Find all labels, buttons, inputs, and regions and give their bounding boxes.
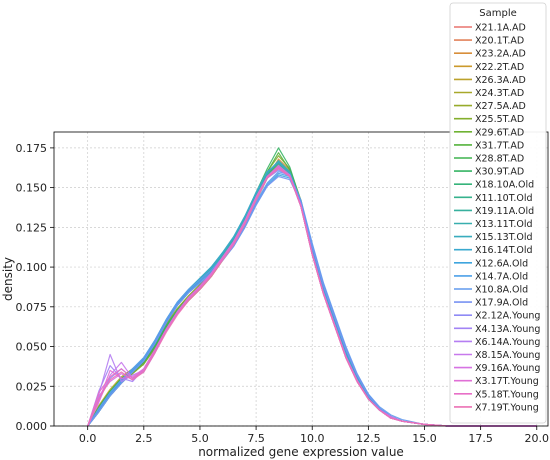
legend-label: X23.2A.AD (475, 49, 526, 60)
legend-label: X19.11A.Old (475, 206, 534, 217)
series-line-X10.8A.Old (87, 171, 537, 427)
legend-label: X9.16A.Young (475, 363, 540, 374)
legend-label: X30.9T.AD (475, 167, 524, 178)
legend-label: X5.18T.Young (475, 389, 539, 400)
x-axis-label: normalized gene expression value (198, 445, 404, 459)
y-tick-label: 0.050 (16, 341, 48, 354)
legend-label: X26.3A.AD (475, 75, 526, 86)
legend-label: X4.13A.Young (475, 324, 540, 335)
legend-label: X24.3T.AD (475, 88, 524, 99)
legend-label: X20.1T.AD (475, 36, 524, 47)
legend-label: X16.14T.Old (475, 245, 533, 256)
x-tick-label: 0.0 (79, 432, 97, 445)
plot-frame (53, 131, 549, 427)
legend-label: X14.7A.Old (475, 271, 528, 282)
x-tick-label: 20.0 (525, 432, 550, 445)
legend: Sample X21.1A.AD X20.1T.AD X23.2A.AD X22.2T… (449, 2, 547, 424)
legend-label: X8.15A.Young (475, 350, 540, 361)
legend-label: X6.14A.Young (475, 337, 540, 348)
legend-label: X12.6A.Old (475, 258, 528, 269)
y-tick-label: 0.150 (16, 182, 48, 195)
y-axis-label: density (1, 257, 15, 301)
x-tick-label: 12.5 (356, 432, 381, 445)
legend-label: X2.12A.Young (475, 311, 540, 322)
legend-label: X25.5T.AD (475, 114, 524, 125)
y-tick-label: 0.075 (16, 301, 48, 314)
y-tick-label: 0.000 (16, 420, 48, 433)
y-tick-label: 0.175 (16, 142, 48, 155)
x-tick-label: 15.0 (412, 432, 437, 445)
legend-label: X11.10T.Old (475, 193, 533, 204)
legend-label: X10.8A.Old (475, 285, 528, 296)
legend-label: X18.10A.Old (475, 180, 534, 191)
legend-box (449, 2, 547, 424)
legend-title: Sample (479, 8, 517, 19)
legend-label: X15.13T.Old (475, 232, 533, 243)
x-tick-label: 10.0 (300, 432, 325, 445)
legend-label: X28.8T.AD (475, 154, 524, 165)
y-tick-label: 0.025 (16, 380, 48, 393)
legend-label: X13.11T.Old (475, 219, 533, 230)
y-axis-ticks: 0.000 0.025 0.050 0.075 0.100 0.125 0.150 0.175 (16, 142, 54, 433)
legend-label: X27.5A.AD (475, 101, 526, 112)
legend-label: X31.7T.AD (475, 140, 524, 151)
series-lines (87, 147, 537, 427)
legend-label: X21.1A.AD (475, 23, 526, 34)
series-line-X7.19T.Young (87, 168, 537, 427)
x-tick-label: 7.5 (247, 432, 265, 445)
x-tick-label: 5.0 (191, 432, 209, 445)
legend-label: X22.2T.AD (475, 62, 524, 73)
legend-label: X7.19T.Young (475, 402, 539, 413)
x-axis-ticks: 0.0 2.5 5.0 7.5 10.0 12.5 15.0 17.5 20.0 (79, 426, 549, 445)
x-tick-label: 17.5 (468, 432, 493, 445)
legend-label: X3.17T.Young (475, 376, 539, 387)
legend-items: X21.1A.AD X20.1T.AD X23.2A.AD X22.2T.AD X26.… (454, 23, 540, 413)
legend-label: X17.9A.Old (475, 298, 528, 309)
x-tick-label: 2.5 (135, 432, 153, 445)
y-tick-label: 0.100 (16, 261, 48, 274)
y-tick-label: 0.125 (16, 221, 48, 234)
legend-label: X29.6T.AD (475, 127, 524, 138)
